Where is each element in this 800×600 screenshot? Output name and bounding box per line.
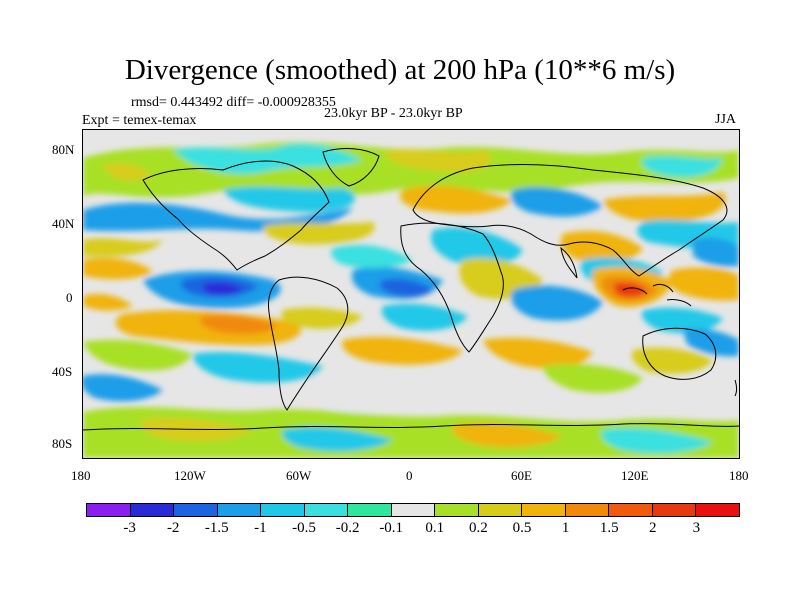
colorbar-label: -2 xyxy=(166,520,180,536)
period-label: 23.0kyr BP - 23.0kyr BP xyxy=(324,106,463,121)
colorbar-label: 2 xyxy=(649,520,657,536)
lon-tick-120e: 120E xyxy=(621,468,649,483)
lon-tick-180e: 180 xyxy=(729,468,749,483)
lon-tick-0: 0 xyxy=(406,468,413,483)
season-label: JJA xyxy=(715,112,737,127)
lat-tick-eq: 0 xyxy=(66,290,73,305)
colorbar-swatch xyxy=(87,504,131,516)
colorbar-swatch xyxy=(522,504,566,516)
colorbar-swatch xyxy=(391,504,436,516)
colorbar-label: 3 xyxy=(692,520,701,536)
colorbar-label: 1.5 xyxy=(599,520,619,536)
colorbar-label: -1 xyxy=(254,520,267,536)
stats-label: rmsd= 0.443492 diff= -0.000928355 xyxy=(131,95,336,110)
plot-title: Divergence (smoothed) at 200 hPa (10**6 … xyxy=(124,54,676,86)
colorbar-swatch xyxy=(478,504,523,516)
lat-tick-80n: 80N xyxy=(52,142,75,157)
colorbar-swatch xyxy=(565,504,610,516)
lon-tick-180w: 180 xyxy=(71,468,91,483)
colorbar-label: -3 xyxy=(123,520,136,536)
colorbar-swatch xyxy=(261,504,305,516)
lon-tick-120w: 120W xyxy=(174,468,206,483)
divergence-field xyxy=(83,141,739,458)
colorbar-swatch xyxy=(217,504,262,516)
colorbar-label: 1 xyxy=(561,520,570,536)
colorbar-label: 0.1 xyxy=(425,520,445,536)
colorbar-swatch xyxy=(435,504,479,516)
colorbar-swatch xyxy=(130,504,175,516)
colorbar-label: -0.5 xyxy=(292,520,316,536)
lat-tick-40n: 40N xyxy=(52,216,75,231)
divergence-map xyxy=(82,129,740,459)
colorbar-label: 0.5 xyxy=(512,520,532,536)
lon-tick-60w: 60W xyxy=(286,468,312,483)
colorbar-label: -0.1 xyxy=(379,520,404,536)
colorbar-swatch xyxy=(609,504,653,516)
lon-tick-60e: 60E xyxy=(511,468,532,483)
experiment-label: Expt = temex-temax xyxy=(82,113,197,128)
colorbar-swatch xyxy=(652,504,697,516)
colorbar-swatch xyxy=(696,504,739,516)
colorbar-swatch xyxy=(304,504,349,516)
colorbar-swatch xyxy=(348,504,392,516)
lat-tick-40s: 40S xyxy=(52,364,73,379)
colorbar-swatch xyxy=(174,504,218,516)
colorbar-label: 0.2 xyxy=(469,520,488,536)
colorbar xyxy=(86,503,740,517)
colorbar-label: -0.2 xyxy=(335,520,360,536)
lat-tick-80s: 80S xyxy=(52,436,73,451)
colorbar-label: -1.5 xyxy=(204,520,229,536)
coastlines xyxy=(83,148,739,431)
